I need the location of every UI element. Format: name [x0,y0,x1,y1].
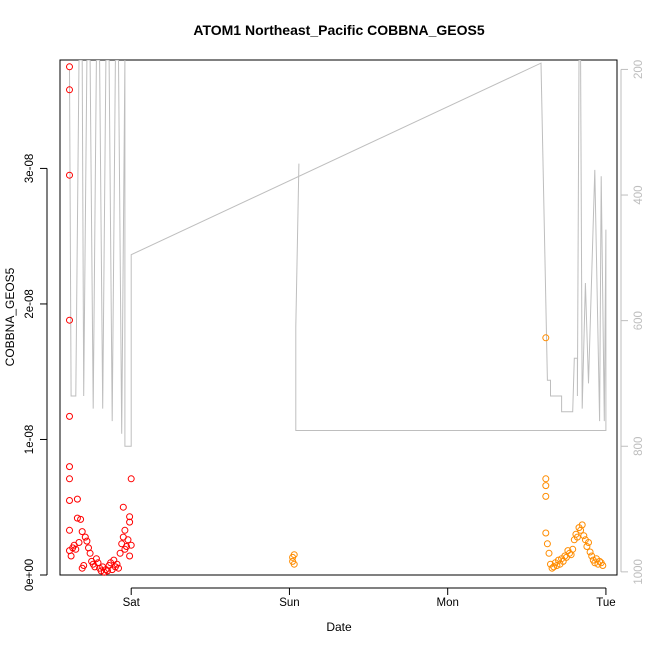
data-point-series-1 [126,552,134,560]
data-point-series-1 [116,549,124,557]
y-tick-label: 1e-08 [24,425,36,454]
x-tick-label: Mon [436,597,458,609]
data-point-series-1 [66,412,73,420]
data-point-series-2 [542,529,550,537]
data-point-series-1 [78,528,86,536]
data-point-series-1 [73,495,81,503]
data-point-series-2 [543,540,551,548]
data-point-series-1 [127,541,135,549]
data-point-series-1 [115,564,122,572]
data-point-series-2 [569,545,577,553]
data-point-series-1 [113,560,121,568]
data-point-series-1 [81,533,89,541]
data-point-series-1 [66,63,73,71]
x-tick-label: Sun [279,597,299,609]
data-point-series-1 [67,552,75,560]
data-point-series-2 [573,533,581,541]
data-point-series-2 [599,562,607,569]
data-point-series-2 [586,548,594,556]
data-point-series-1 [66,171,73,179]
data-point-series-1 [66,316,73,324]
data-point-series-2 [542,475,550,483]
data-point-series-2 [542,334,550,342]
data-point-series-2 [550,563,558,571]
x-tick-label: Sat [123,597,141,609]
data-point-series-1 [119,503,127,511]
data-point-series-2 [545,549,553,557]
data-point-series-2 [583,543,591,550]
right-tick-label: 1000 [633,559,645,585]
data-point-series-1 [121,526,129,534]
axes-group: Sat Sun Mon Tue 0e+00 1e-08 2e-08 3e-08 200 400 60… [24,60,645,609]
right-tick-label: 400 [633,185,645,204]
series-points-group [66,63,607,576]
data-point-series-1 [77,515,85,523]
y-axis-label: COBBNA_GEOS5 [3,267,17,366]
data-point-series-1 [66,526,73,534]
data-point-series-1 [86,549,94,557]
right-tick-label: 200 [633,60,645,79]
y-tick-label: 3e-08 [24,154,36,183]
plot-frame [59,59,618,576]
data-point-series-2 [580,532,588,540]
data-point-series-2 [578,521,586,529]
series-line-group [69,60,607,447]
x-tick-label: Tue [596,597,615,609]
data-point-series-2 [542,492,550,500]
data-point-series-1 [123,543,130,550]
data-point-series-1 [127,475,135,483]
data-point-series-2 [585,539,592,546]
data-point-series-1 [66,86,73,94]
data-point-series-1 [92,555,100,563]
data-point-series-2 [290,560,298,568]
data-point-series-1 [80,562,88,569]
y-tick-label: 2e-08 [24,289,36,318]
data-point-series-1 [66,475,73,483]
data-point-series-1 [72,545,80,553]
data-point-series-1 [83,537,91,545]
data-point-series-1 [75,539,83,546]
right-tick-label: 800 [633,437,645,456]
chart-title: ATOM1 Northeast_Pacific COBBNA_GEOS5 [193,22,484,38]
data-point-series-1 [124,536,132,544]
data-point-series-1 [66,497,73,504]
right-tick-label: 600 [633,311,645,330]
y-tick-label: 0e+00 [24,559,36,591]
data-point-series-2 [290,551,298,559]
x-axis-label: Date [326,620,352,634]
data-point-series-1 [66,463,73,471]
series-line [69,60,607,447]
data-point-series-2 [542,482,550,490]
data-point-series-1 [73,514,81,522]
data-point-series-1 [126,513,134,521]
data-point-series-1 [126,518,134,526]
